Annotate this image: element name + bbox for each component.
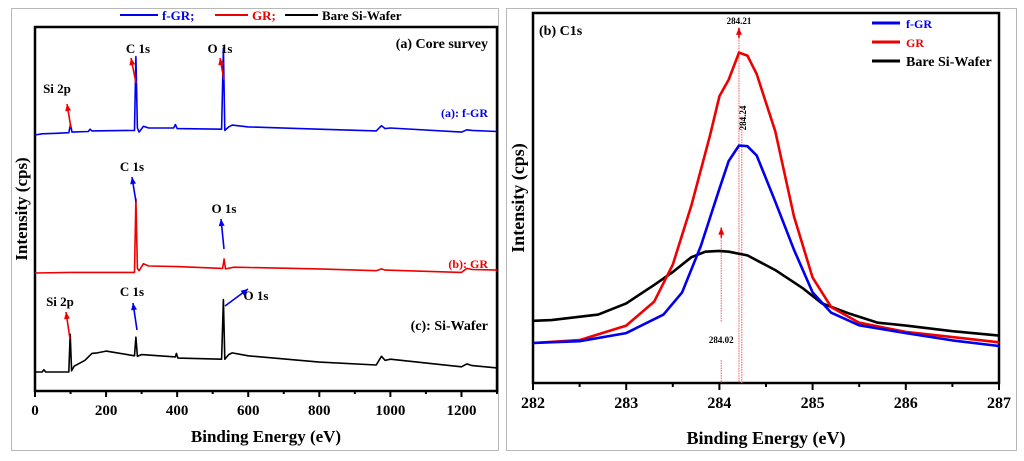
panel-b-border <box>506 8 1017 451</box>
peak-value-label: 284.24 <box>738 105 748 130</box>
peak-value-label: 284.21 <box>727 16 752 26</box>
panel-b-y-axis-label: Intensity (cps) <box>508 143 529 253</box>
x-tick-label: 400 <box>166 403 189 419</box>
x-tick-label: 800 <box>308 403 331 419</box>
survey-line-bare-si-wafer <box>35 298 498 373</box>
panel-b-legend: f-GR GR Bare Si-Wafer <box>872 17 992 70</box>
panel-a-legend: f-GR; GR; Bare Si-Wafer <box>120 8 402 23</box>
x-tick-label: 1000 <box>375 403 405 419</box>
peak-arrow-head <box>130 177 137 185</box>
peak-label-si-2p: Si 2p <box>46 294 74 309</box>
legend-label: GR <box>906 36 924 50</box>
x-tick-label: 285 <box>801 395 825 412</box>
panel-a-survey: f-GR; GR; Bare Si-Wafer (a) Core survey (a… <box>12 8 499 446</box>
c1s-line-gr <box>532 51 1000 345</box>
panel-a-plot-frame <box>33 25 499 393</box>
c1s-line-f-gr <box>532 144 1000 348</box>
panel-b-title: (b) C1s <box>539 24 583 39</box>
peak-label-o-1s: O 1s <box>208 41 233 56</box>
legend-label: Bare Si-Wafer <box>906 55 992 70</box>
panel-a-y-axis-label: Intensity (cps) <box>12 157 31 260</box>
panel-a-border <box>11 8 499 451</box>
c1s-line-bare-si-wafer <box>532 249 1000 337</box>
legend-label: f-GR <box>906 17 932 31</box>
panel-b-x-axis-label: Binding Energy (eV) <box>686 428 845 449</box>
peak-label-o-1s: O 1s <box>244 288 269 303</box>
x-tick-label: 282 <box>521 395 545 412</box>
x-tick-label: 0 <box>31 403 39 419</box>
peak-arrow-head <box>131 303 137 311</box>
peak-label-c-1s: C 1s <box>120 284 144 299</box>
x-tick-label: 1200 <box>446 403 476 419</box>
x-tick-label: 600 <box>237 403 260 419</box>
peak-arrow-head <box>218 58 225 66</box>
peak-label-o-1s: O 1s <box>212 201 237 216</box>
panel-b-c1s: (b) C1s 284.21 284.24 284.02 f-GR GR Bare Si… <box>508 11 1011 449</box>
peak-arrow-head <box>218 219 225 227</box>
peak-arrow-head <box>64 312 70 320</box>
series-label-f-gr: (a): f-GR <box>441 106 488 120</box>
peak-label-c-1s: C 1s <box>120 159 144 174</box>
panel-a-x-axis-label: Binding Energy (eV) <box>191 427 341 446</box>
peak-arrow-head <box>240 289 248 296</box>
peak-arrow-head <box>718 227 725 235</box>
peak-label-c-1s: C 1s <box>126 41 150 56</box>
peak-arrow-head <box>65 104 72 112</box>
x-tick-label: 286 <box>894 395 918 412</box>
peak-value-label: 284.02 <box>709 335 734 345</box>
survey-line-f-gr <box>34 47 498 136</box>
series-label-bare-si-wafer: (c): Si-Wafer <box>411 319 488 334</box>
peak-label-si-2p: Si 2p <box>43 81 71 96</box>
legend-label: f-GR; <box>162 8 195 23</box>
peak-arrow-head <box>735 27 742 35</box>
panel-a-title: (a) Core survey <box>396 37 488 52</box>
peak-arrow-head <box>129 58 136 66</box>
legend-label: Bare Si-Wafer <box>322 8 402 23</box>
series-label-gr: (b): GR <box>448 257 488 271</box>
survey-line-gr <box>34 198 498 274</box>
x-tick-label: 200 <box>95 403 118 419</box>
x-tick-label: 283 <box>614 395 638 412</box>
x-tick-label: 284 <box>707 395 731 412</box>
legend-label: GR; <box>252 8 276 23</box>
label-gap <box>718 322 725 360</box>
x-tick-label: 287 <box>987 395 1011 412</box>
